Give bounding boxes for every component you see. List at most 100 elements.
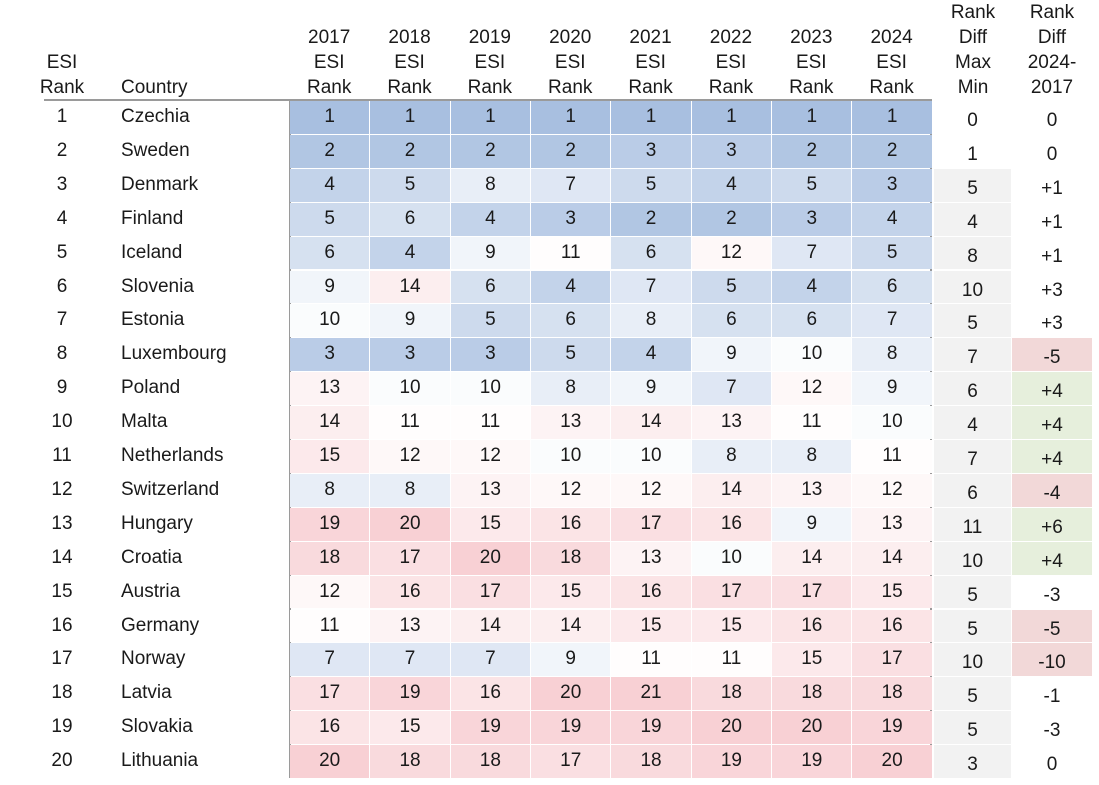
rank-cell: 20 <box>852 745 932 778</box>
header-year-2: 2019 ESI Rank <box>467 27 513 98</box>
rank-cell: 3 <box>772 202 852 236</box>
rank-cell: 8 <box>531 372 611 406</box>
rank-cell: 1 <box>450 101 531 134</box>
max-min-cell: 6 <box>934 372 1011 406</box>
country-cell: Latvia <box>121 682 172 704</box>
rank-cell: 6 <box>852 270 932 304</box>
rank-cell: 4 <box>611 338 691 372</box>
rank-cell: 11 <box>852 440 932 473</box>
diff-cell: -10 <box>1012 643 1092 677</box>
rank-cell: 16 <box>450 677 531 711</box>
diff-cell: -3 <box>1043 584 1061 606</box>
esi-rank-cell: 5 <box>56 241 68 263</box>
diff-cell: -5 <box>1012 338 1092 372</box>
country-cell: Croatia <box>121 546 183 568</box>
rank-cell: 10 <box>450 372 531 406</box>
diff-cell: +1 <box>1041 211 1063 233</box>
max-min-cell: 4 <box>934 202 1011 236</box>
diff-cell: +1 <box>1041 177 1063 199</box>
rank-cell: 2 <box>290 134 370 168</box>
rank-cell: 15 <box>772 643 852 677</box>
country-cell: Estonia <box>121 309 185 331</box>
max-min-cell: 3 <box>934 745 1011 778</box>
esi-rank-cell: 4 <box>56 207 68 229</box>
country-cell: Czechia <box>121 106 190 127</box>
rank-cell: 2 <box>450 134 531 168</box>
rank-cell: 16 <box>611 575 691 609</box>
country-cell: Malta <box>121 411 168 433</box>
rank-cell: 15 <box>852 575 932 609</box>
rank-cell: 2 <box>691 202 772 236</box>
rank-cell: 3 <box>852 168 932 202</box>
rank-cell: 14 <box>370 270 450 304</box>
rank-cell: 9 <box>450 236 531 270</box>
rank-cell: 5 <box>290 202 370 236</box>
rank-cell: 20 <box>290 745 370 778</box>
max-min-cell: 5 <box>934 168 1011 202</box>
rank-cell: 16 <box>370 575 450 609</box>
diff-cell: +4 <box>1012 541 1092 575</box>
rank-cell: 16 <box>531 507 611 541</box>
esi-rank-cell: 9 <box>56 377 68 399</box>
rank-cell: 4 <box>370 236 450 270</box>
rank-cell: 7 <box>450 643 531 677</box>
rank-cell: 19 <box>611 711 691 745</box>
rank-cell: 3 <box>370 338 450 372</box>
rank-cell: 15 <box>691 609 772 643</box>
esi-rank-cell: 8 <box>56 343 68 365</box>
rank-cell: 11 <box>772 406 852 439</box>
esi-rank-cell: 1 <box>56 106 68 127</box>
rank-cell: 6 <box>611 236 691 270</box>
max-min-cell: 0 <box>967 110 978 131</box>
rank-cell: 7 <box>691 372 772 406</box>
rank-cell: 8 <box>450 168 531 202</box>
rank-cell: 2 <box>370 134 450 168</box>
rank-cell: 3 <box>691 134 772 168</box>
header-year-6: 2023 ESI Rank <box>789 27 834 98</box>
max-min-cell: 5 <box>934 575 1011 609</box>
country-cell: Switzerland <box>121 478 220 500</box>
rank-cell: 17 <box>611 507 691 541</box>
rank-cell: 12 <box>531 473 611 507</box>
diff-cell: +4 <box>1012 406 1092 439</box>
esi-rank-cell: 19 <box>51 716 73 738</box>
rank-cell: 19 <box>370 677 450 711</box>
rank-cell: 15 <box>531 575 611 609</box>
rank-cell: 13 <box>772 473 852 507</box>
rank-cell: 9 <box>691 338 772 372</box>
rank-cell: 7 <box>370 643 450 677</box>
rank-cell: 17 <box>531 745 611 778</box>
rank-cell: 3 <box>611 134 691 168</box>
esi-rank-cell: 16 <box>51 614 73 636</box>
rank-cell: 10 <box>691 541 772 575</box>
rank-cell: 11 <box>531 236 611 270</box>
rank-cell: 6 <box>772 304 852 338</box>
rank-cell: 6 <box>290 236 370 270</box>
rank-cell: 11 <box>450 406 531 439</box>
rank-cell: 17 <box>290 677 370 711</box>
esi-rank-cell: 10 <box>51 411 73 433</box>
rank-cell: 10 <box>772 338 852 372</box>
diff-cell: 0 <box>1046 143 1058 165</box>
country-cell: Denmark <box>121 173 199 195</box>
rank-cell: 1 <box>772 101 852 134</box>
country-cell: Hungary <box>121 512 193 534</box>
max-min-cell: 6 <box>934 473 1011 507</box>
rank-cell: 15 <box>290 440 370 473</box>
country-cell: Finland <box>121 207 184 229</box>
rank-cell: 10 <box>370 372 450 406</box>
header-diff: Rank Diff 2024- 2017 <box>1027 2 1077 98</box>
country-cell: Slovenia <box>121 275 194 297</box>
esi-rank-cell: 3 <box>56 173 68 195</box>
rank-cell: 7 <box>772 236 852 270</box>
diff-cell: +4 <box>1012 372 1092 406</box>
rank-cell: 3 <box>290 338 370 372</box>
esi-rank-cell: 2 <box>56 139 68 161</box>
rank-cell: 12 <box>290 575 370 609</box>
rank-cell: 14 <box>691 473 772 507</box>
rank-cell: 4 <box>531 270 611 304</box>
rank-cell: 4 <box>772 270 852 304</box>
rank-cell: 20 <box>450 541 531 575</box>
rank-cell: 4 <box>290 168 370 202</box>
rank-cell: 9 <box>370 304 450 338</box>
